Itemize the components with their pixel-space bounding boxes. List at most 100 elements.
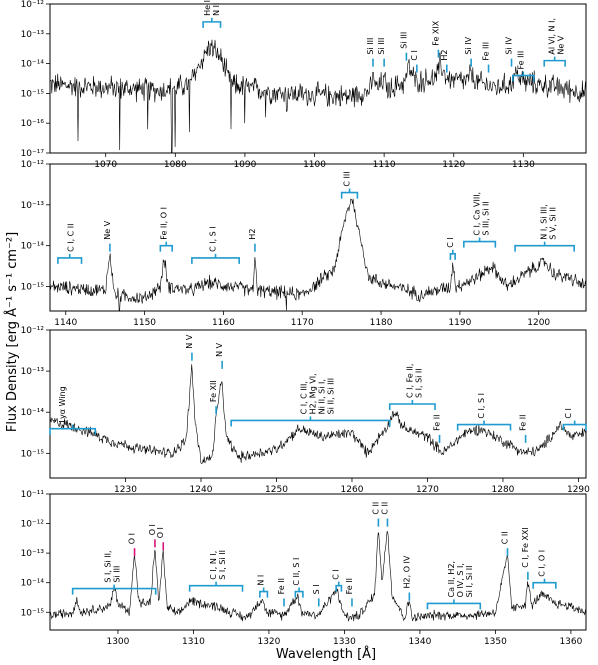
- y-tick-label: 10⁻¹⁴: [21, 60, 45, 70]
- line-annotation: Ca II, H2,O IV, S I,Si I, Si II: [426, 561, 482, 610]
- line-annotation: O I: [148, 524, 157, 548]
- annotation-label-line: Fe II: [519, 415, 528, 431]
- line-annotation: C I, C II: [57, 223, 83, 264]
- annotation-label-line: C I: [564, 408, 573, 419]
- x-tick-label: 1330: [333, 637, 356, 647]
- annotation-label: O I: [128, 533, 137, 544]
- annotation-label-line: S III, Si II: [482, 201, 491, 235]
- annotation-label: Si III: [399, 32, 408, 49]
- annotation-bracket: [191, 257, 240, 264]
- line-annotation: C III: [340, 171, 359, 199]
- annotation-label: Fe II: [345, 578, 354, 594]
- annotation-label: C I, Fe II,S I, Si II: [405, 364, 423, 398]
- annotation-bracket: [71, 587, 157, 595]
- spectrum-line: [49, 198, 587, 311]
- line-annotation: Si III: [366, 38, 375, 67]
- annotation-label-line: Si I, Si II: [465, 566, 474, 598]
- annotation-label: C I, O I: [538, 550, 547, 577]
- annotation-label-line: Ca II, H2,: [447, 561, 456, 597]
- y-tick-label: 10⁻¹²: [21, 160, 45, 170]
- annotation-label-line: Si IV: [464, 36, 473, 54]
- y-tick-label: 10⁻¹¹: [21, 490, 45, 500]
- annotation-label-line: H2: [248, 229, 257, 240]
- annotation-label: Si III: [377, 38, 386, 55]
- x-tick-label: 1280: [492, 485, 515, 495]
- annotation-label: C I, C II: [67, 223, 76, 251]
- x-tick-label: 1190: [448, 318, 471, 328]
- annotation-bracket: [259, 590, 269, 598]
- y-tick-label: 10⁻¹⁷: [21, 149, 45, 159]
- line-annotation: H2: [248, 229, 257, 252]
- annotation-bracket: [57, 257, 83, 264]
- annotation-label-line: C I, Fe II,: [405, 364, 414, 398]
- annotation-bracket: [202, 21, 222, 28]
- annotation-label: C I, N I,S I, Si II: [209, 550, 227, 580]
- x-tick-label: 1070: [94, 160, 117, 170]
- y-tick-label: 10⁻¹²: [21, 326, 45, 336]
- y-tick-label: 10⁻¹³: [21, 549, 45, 559]
- line-annotation: Al VI, N I,Ne V: [543, 18, 566, 67]
- annotation-label: Fe III: [482, 42, 491, 61]
- annotation-bracket: [543, 59, 566, 67]
- line-annotation: C I, C III,H2, Mg VI,Ni II, Si I,Si II, …: [230, 373, 391, 427]
- panel-1: 1070 1080 1090 1100 1110 1120 1130 10⁻¹⁷ 10⁻¹⁶ 10…: [21, 0, 587, 170]
- line-annotation: C II, S I: [292, 558, 304, 598]
- line-annotation: Fe II: [519, 415, 528, 443]
- annotation-label: Ca II, H2,O IV, S I,Si I, Si II: [447, 561, 474, 597]
- line-annotation: C I, Ca VIII,S III, Si II: [463, 192, 497, 248]
- annotation-label: Si III: [366, 38, 375, 55]
- annotation-bracket: [159, 244, 173, 252]
- y-tick-label: 10⁻¹⁶: [21, 119, 45, 129]
- annotation-label: Fe II: [519, 415, 528, 431]
- line-annotation: Lyα Wing: [49, 386, 97, 435]
- line-annotation: C I, O I: [532, 550, 557, 589]
- x-axis-title: Wavelength [Å]: [276, 646, 376, 662]
- annotation-label-line: H2, O IV: [402, 555, 411, 588]
- line-annotation: C I, Fe XXI: [521, 527, 530, 580]
- x-tick-label: 1290: [567, 485, 590, 495]
- x-tick-label: 1080: [164, 160, 187, 170]
- annotation-label: C I, S I: [477, 393, 486, 419]
- annotation-label-line: C II: [371, 502, 380, 515]
- annotation-label-line: Fe II, O I: [160, 207, 169, 240]
- line-annotation: C II: [371, 502, 380, 527]
- annotation-label: Al VI, N I,Ne V: [548, 18, 566, 55]
- annotation-label: C I, C III,H2, Mg VI,Ni II, Si I,Si II, …: [300, 373, 336, 414]
- y-tick-label: 10⁻¹⁵: [21, 449, 45, 459]
- annotation-label: Fe XII: [209, 380, 218, 402]
- annotation-label-line: C I: [446, 237, 455, 248]
- annotation-label: S I, Si II,Si III: [103, 550, 121, 582]
- line-annotation: N V: [185, 334, 194, 361]
- annotation-label: Si IV: [464, 36, 473, 54]
- annotation-label: Fe XIX: [431, 20, 440, 45]
- line-annotation: H2, O IV: [402, 555, 411, 601]
- x-tick-label: 1150: [133, 318, 156, 328]
- line-annotation: Si III: [377, 38, 386, 67]
- annotation-label: C I: [331, 569, 340, 580]
- annotation-label: N V: [185, 334, 194, 349]
- annotation-label-line: Fe XII: [209, 380, 218, 402]
- line-annotation: Fe II: [277, 578, 286, 607]
- line-annotation: C I: [562, 408, 587, 431]
- annotation-bracket: [340, 191, 359, 199]
- panel-3: 1230 1240 1250 1260 1270 1280 1290 10⁻¹⁵ 10⁻¹⁴ 10…: [21, 326, 591, 495]
- line-annotation: C I, N I,S I, Si II: [188, 550, 244, 592]
- annotation-bracket: [49, 427, 97, 435]
- annotation-label: Fe III: [516, 51, 525, 70]
- annotation-label-line: O I: [148, 524, 157, 535]
- annotation-label-line: N I, Si III,: [540, 204, 549, 239]
- annotation-label: N I: [257, 575, 266, 586]
- annotation-bracket: [449, 253, 456, 260]
- x-tick-label: 1180: [370, 318, 393, 328]
- plot-frame: [49, 493, 587, 631]
- annotation-label-line: Si III: [112, 566, 121, 583]
- panel-4: 1300 1310 1320 1330 1340 1350 1360 10⁻¹⁵ 10⁻¹⁴ 10…: [21, 490, 587, 647]
- annotation-label-line: Ne V: [103, 220, 112, 239]
- x-tick-label: 1200: [527, 318, 550, 328]
- x-tick-label: 1320: [257, 637, 280, 647]
- y-tick-label: 10⁻¹⁴: [21, 579, 45, 589]
- annotation-label-line: C II: [501, 531, 510, 544]
- x-tick-label: 1250: [265, 485, 288, 495]
- annotation-label-line: C II: [381, 502, 390, 515]
- y-tick-label: 10⁻¹⁵: [21, 283, 45, 293]
